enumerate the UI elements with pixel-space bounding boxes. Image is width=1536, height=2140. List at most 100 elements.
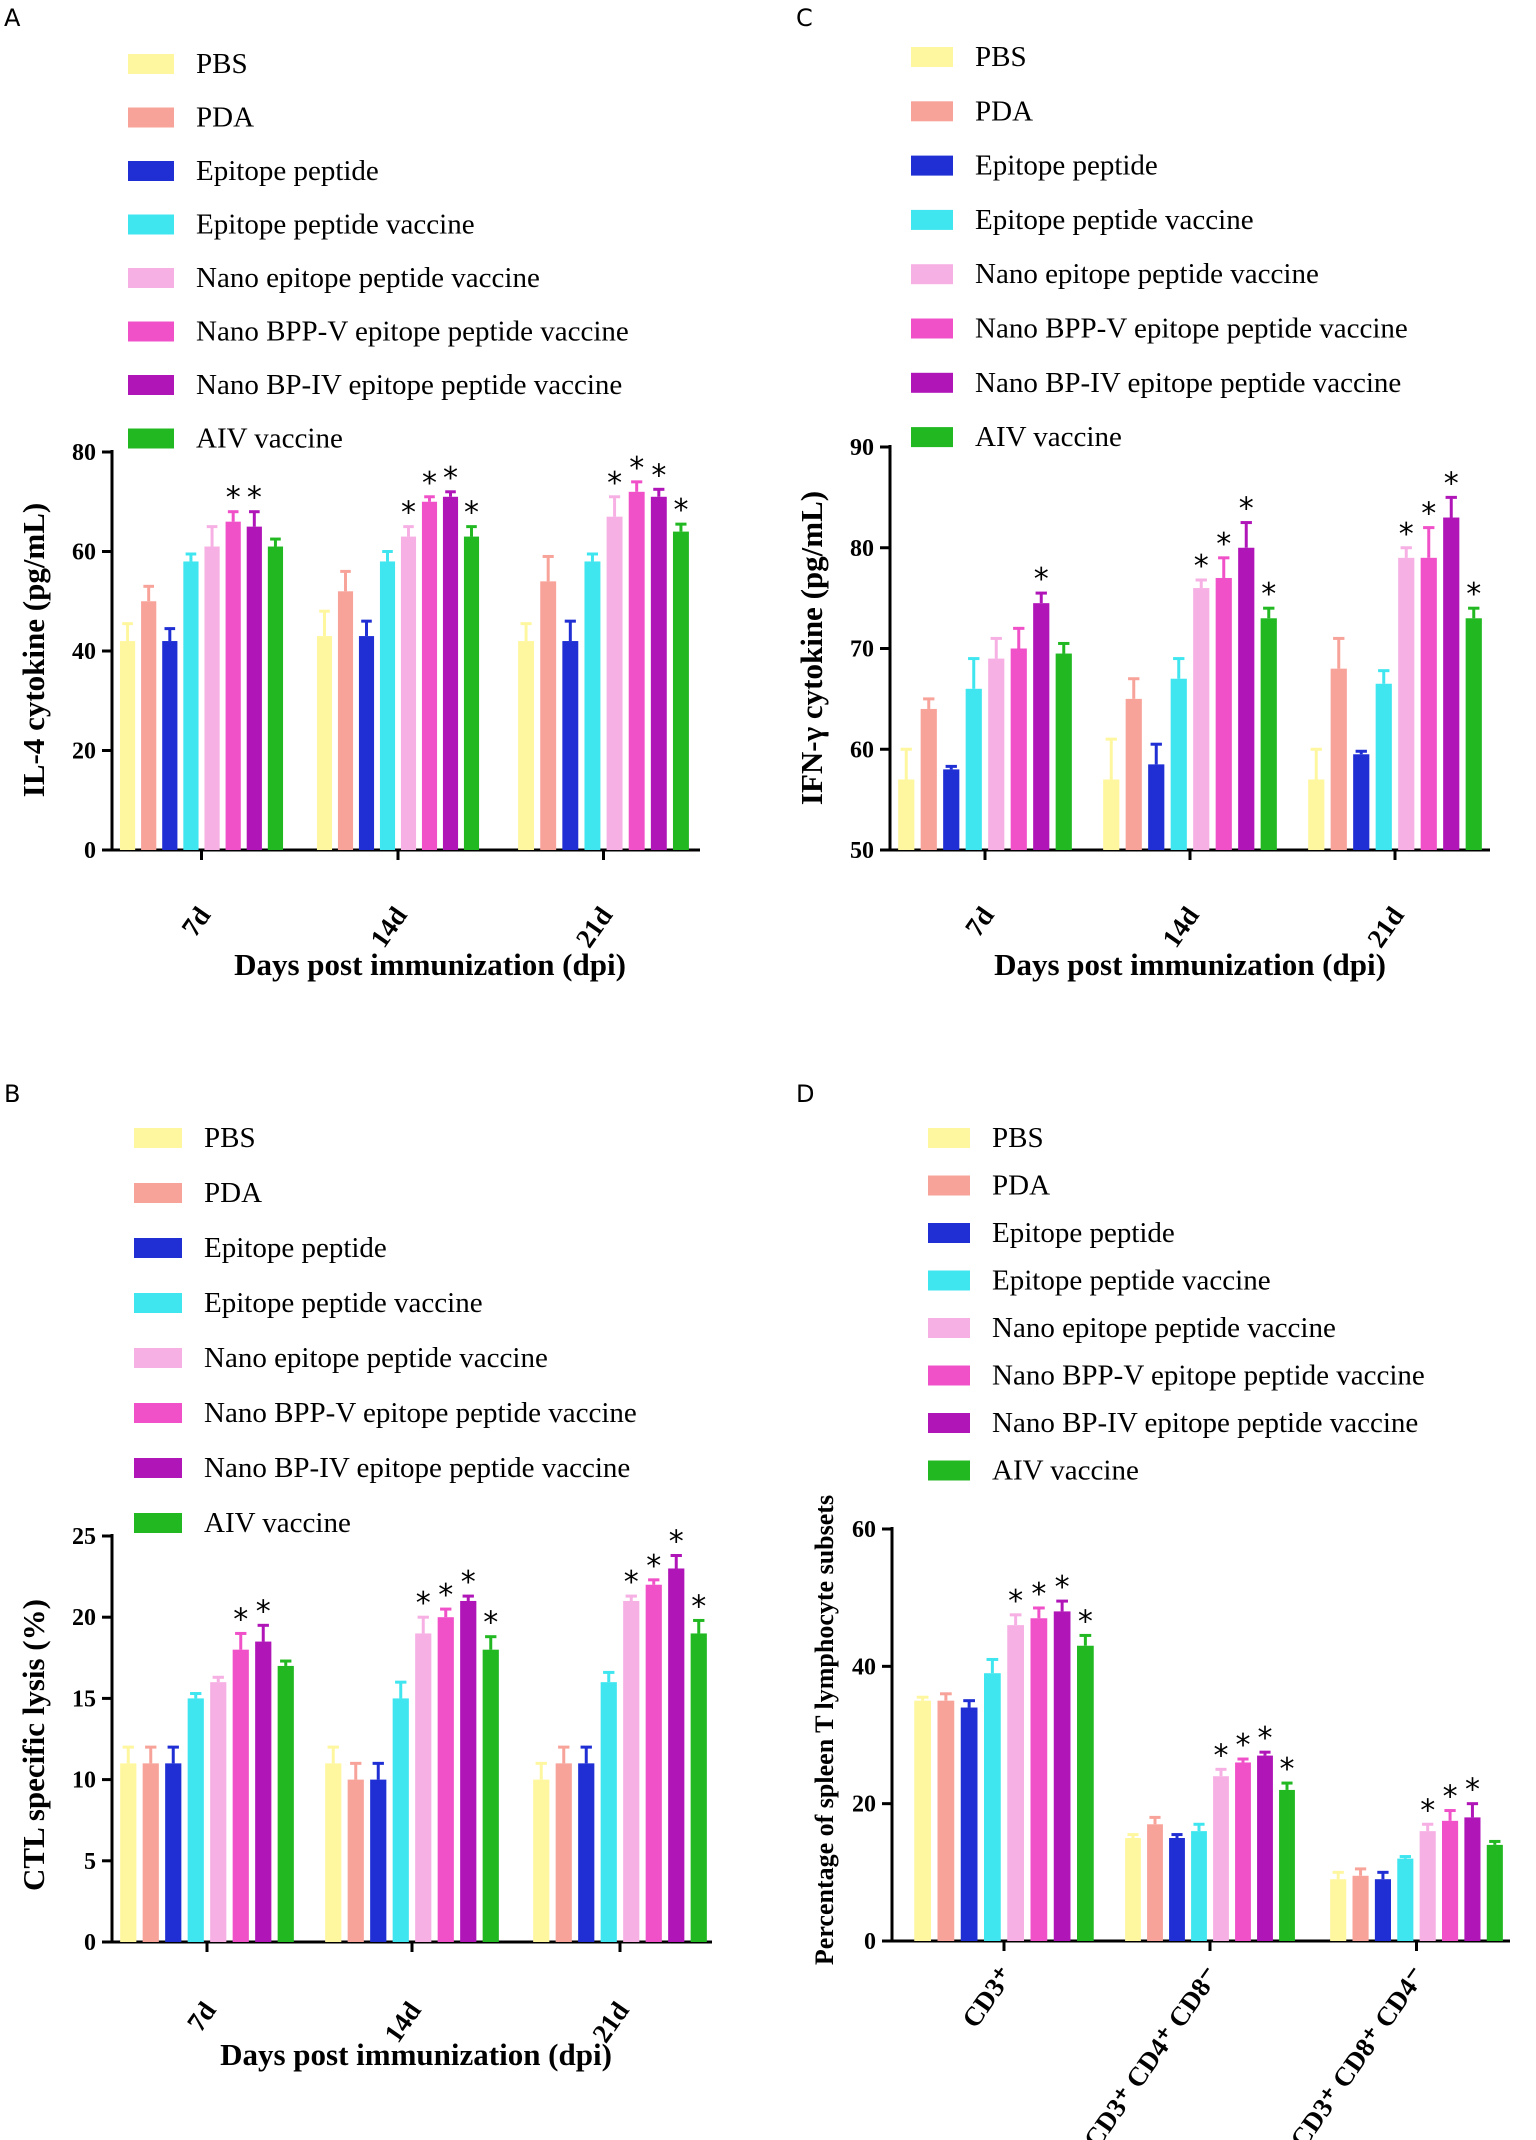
bar-epitope-peptide [562, 641, 579, 850]
bar-group-pda-2 [1330, 636, 1347, 850]
legend-label-nano-bp-iv-epitope-peptide-vaccine: Nano BP-IV epitope peptide vaccine [196, 369, 622, 401]
bar-pbs [898, 779, 915, 850]
bar-nano-bp-iv-epitope-peptide-vaccine [460, 1600, 477, 1942]
bar-pda [1352, 1875, 1369, 1941]
legend-swatch-nano-bpp-v-epitope-peptide-vaccine [134, 1403, 182, 1423]
bar-group-nano-bp-iv-epitope-peptide-vaccine-2: * [1464, 1773, 1481, 1941]
bar-epitope-peptide-vaccine [965, 688, 982, 850]
legend-swatch-epitope-peptide-vaccine [911, 209, 953, 230]
bar-group-nano-bpp-v-epitope-peptide-vaccine-1: * [1235, 1728, 1251, 1941]
significance-star: * [1420, 1793, 1435, 1828]
bar-group-epitope-peptide-vaccine-2 [584, 552, 601, 850]
bar-group-epitope-peptide-1 [1169, 1833, 1185, 1941]
x-tick-label: CD3⁺ CD4⁺ CD8⁻ [1078, 1961, 1225, 2140]
x-tick-label: CD3⁺ CD8⁺ CD4⁻ [1284, 1961, 1431, 2140]
bar-group-epitope-peptide-vaccine-1 [379, 550, 396, 850]
legend-label-epitope-peptide-vaccine: Epitope peptide vaccine [204, 1287, 483, 1319]
significance-star: * [256, 1594, 271, 1629]
bar-group-pbs-2 [533, 1761, 550, 1942]
bar-pda [1330, 668, 1347, 850]
bar-group-epitope-peptide-0 [960, 1699, 978, 1941]
bar-group-epitope-peptide-1 [358, 619, 375, 850]
legend-label-nano-bp-iv-epitope-peptide-vaccine: Nano BP-IV epitope peptide vaccine [975, 367, 1401, 399]
legend-label-epitope-peptide: Epitope peptide [975, 150, 1158, 182]
legend-swatch-pda [134, 1183, 182, 1203]
bar-group-epitope-peptide-1 [370, 1761, 387, 1942]
chart-panel-d: D PBS PDA Epitope peptide Epitope peptide va… [796, 1080, 1510, 2140]
legend-swatch-pda [911, 101, 953, 122]
bar-group-aiv-vaccine-1: * [463, 496, 480, 850]
bar-nano-bp-iv-epitope-peptide-vaccine [668, 1568, 685, 1942]
bar-group-nano-bpp-v-epitope-peptide-vaccine-0: * [225, 481, 241, 850]
bar-group-epitope-peptide-2 [1353, 749, 1370, 850]
bar-nano-epitope-peptide-vaccine [1213, 1776, 1229, 1941]
bar-aiv-vaccine [1279, 1789, 1295, 1941]
legend: PBS PDA Epitope peptide Epitope peptide vac… [134, 1122, 637, 1539]
significance-star: * [1055, 1570, 1070, 1605]
bar-epitope-peptide-vaccine [1375, 683, 1392, 850]
legend-label-pbs: PBS [196, 48, 248, 80]
legend-label-pbs: PBS [975, 41, 1027, 73]
bar-pda [555, 1763, 572, 1942]
x-tick-label: 14d [364, 901, 413, 953]
legend-swatch-aiv-vaccine [134, 1513, 182, 1533]
legend-label-nano-epitope-peptide-vaccine: Nano epitope peptide vaccine [204, 1342, 548, 1374]
y-tick-label: 20 [852, 1792, 876, 1818]
y-tick-label: 50 [850, 838, 874, 864]
legend: PBS PDA Epitope peptide Epitope peptide vac… [928, 1122, 1425, 1487]
legend-swatch-epitope-peptide-vaccine [134, 1293, 182, 1313]
legend-label-pbs: PBS [992, 1122, 1044, 1154]
significance-star: * [483, 1606, 498, 1641]
significance-star: * [416, 1586, 431, 1621]
bar-pbs [325, 1763, 342, 1942]
bar-group-aiv-vaccine-1: * [482, 1606, 499, 1942]
legend-label-nano-epitope-peptide-vaccine: Nano epitope peptide vaccine [196, 262, 540, 294]
bar-nano-bpp-v-epitope-peptide-vaccine [645, 1584, 662, 1942]
significance-star: * [673, 493, 688, 528]
bar-group-nano-bp-iv-epitope-peptide-vaccine-0: * [246, 481, 262, 850]
significance-star: * [1236, 1728, 1251, 1763]
significance-star: * [1031, 1577, 1046, 1612]
bar-nano-bpp-v-epitope-peptide-vaccine [1442, 1820, 1459, 1941]
bar-group-pda-1 [347, 1761, 364, 1942]
y-tick-label: 10 [72, 1768, 96, 1794]
bar-group-nano-epitope-peptide-vaccine-0 [204, 525, 220, 850]
significance-star: * [624, 1565, 639, 1600]
y-tick-label: 25 [72, 1524, 96, 1550]
bar-group-nano-epitope-peptide-vaccine-2: * [623, 1565, 640, 1942]
bar-group-nano-bpp-v-epitope-peptide-vaccine-0 [1010, 626, 1027, 850]
bar-pda [937, 1700, 955, 1941]
legend-label-nano-bpp-v-epitope-peptide-vaccine: Nano BPP-V epitope peptide vaccine [196, 316, 629, 348]
significance-star: * [1214, 1738, 1229, 1773]
bar-nano-bpp-v-epitope-peptide-vaccine [421, 501, 438, 850]
bar-group-nano-bp-iv-epitope-peptide-vaccine-2: * [1443, 466, 1460, 850]
bar-group-epitope-peptide-0 [165, 1745, 182, 1942]
bar-group-nano-bpp-v-epitope-peptide-vaccine-0: * [1030, 1577, 1048, 1941]
bar-group-pbs-0 [119, 622, 136, 850]
bar-group-nano-epitope-peptide-vaccine-1: * [400, 496, 417, 850]
legend-swatch-nano-bp-iv-epitope-peptide-vaccine [928, 1413, 970, 1433]
bar-nano-bpp-v-epitope-peptide-vaccine [225, 521, 241, 850]
bar-group-pbs-2 [518, 622, 535, 850]
bar-nano-bpp-v-epitope-peptide-vaccine [1010, 648, 1027, 850]
legend-label-pda: PDA [196, 102, 254, 134]
y-tick-label: 80 [850, 536, 874, 562]
significance-star: * [1239, 492, 1254, 527]
bar-epitope-peptide-vaccine [183, 561, 199, 850]
bar-pbs [1308, 779, 1325, 850]
bar-pbs [120, 1763, 137, 1942]
bar-group-pbs-1 [325, 1745, 342, 1942]
bar-group-nano-bpp-v-epitope-peptide-vaccine-1: * [1215, 527, 1232, 850]
chart-panel-a: A PBS PDA Epitope peptide Epitope peptide va… [4, 4, 700, 982]
legend-swatch-aiv-vaccine [928, 1460, 970, 1481]
x-tick-label: CD3⁺ [956, 1961, 1019, 2033]
significance-star: * [226, 481, 241, 516]
bar-epitope-peptide [165, 1763, 182, 1942]
bar-nano-epitope-peptide-vaccine [606, 516, 623, 850]
bar-epitope-peptide [1148, 764, 1165, 850]
bar-group-aiv-vaccine-2: * [1465, 577, 1482, 850]
bar-group-pbs-1 [1103, 737, 1120, 850]
bar-nano-bp-iv-epitope-peptide-vaccine [1238, 547, 1255, 850]
significance-star: * [1078, 1604, 1093, 1639]
legend-swatch-epitope-peptide [928, 1223, 970, 1243]
